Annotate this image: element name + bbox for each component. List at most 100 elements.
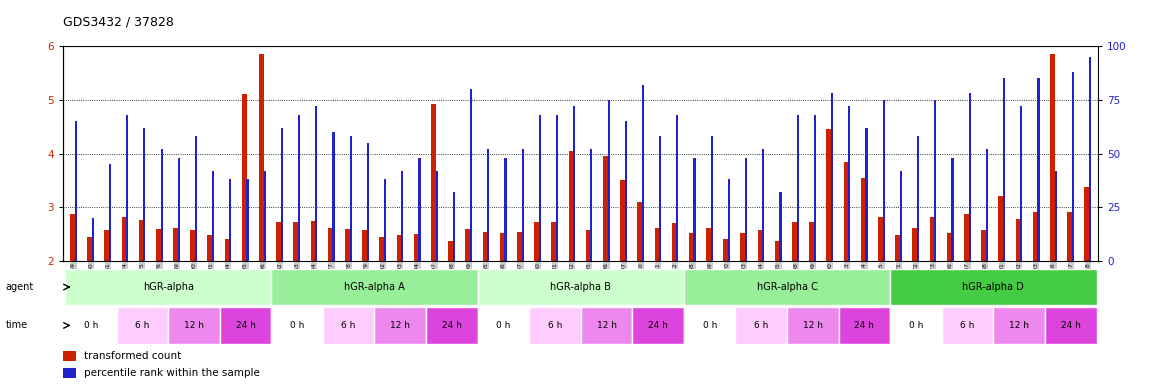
Bar [1015,219,1020,261]
Text: 0 h: 0 h [703,321,716,330]
Bar [332,132,335,261]
Bar [849,106,850,261]
Bar [144,128,146,261]
Bar [64,269,271,305]
Bar [529,307,581,344]
Bar [271,307,323,344]
Bar [1089,57,1091,261]
Bar [518,232,522,261]
Bar [998,195,1003,261]
Bar [229,179,231,261]
Bar [362,230,367,261]
Bar [534,222,539,261]
Text: hGR-alpha C: hGR-alpha C [757,282,818,292]
Bar [116,307,168,344]
Bar [328,228,332,261]
Bar [723,238,728,261]
Bar [63,368,76,379]
Bar [448,241,453,261]
Bar [810,222,814,261]
Bar [745,158,748,261]
Bar [263,171,266,261]
Bar [877,217,883,261]
Text: agent: agent [6,282,34,292]
Text: percentile rank within the sample: percentile rank within the sample [84,368,260,378]
Bar [453,192,455,261]
Text: time: time [6,320,28,331]
Bar [775,241,780,261]
Text: 0 h: 0 h [84,321,98,330]
Bar [63,351,76,361]
Bar [693,158,696,261]
Bar [607,100,610,261]
Bar [276,222,281,261]
Bar [890,269,1097,305]
Bar [212,171,214,261]
Bar [994,307,1045,344]
Bar [642,85,644,261]
Bar [375,307,426,344]
Bar [466,229,470,261]
Text: 12 h: 12 h [390,321,411,330]
Bar [736,307,787,344]
Bar [431,104,436,261]
Bar [581,307,632,344]
Bar [380,237,384,261]
Text: 6 h: 6 h [960,321,975,330]
Bar [161,149,162,261]
Bar [401,171,404,261]
Bar [1045,307,1097,344]
Bar [620,180,624,261]
Bar [814,115,816,261]
Bar [315,106,317,261]
Bar [350,136,352,261]
Bar [470,89,473,261]
Bar [323,307,375,344]
Bar [105,230,109,261]
Text: 24 h: 24 h [236,321,255,330]
Bar [895,235,900,261]
Bar [929,217,935,261]
Bar [271,269,477,305]
Bar [281,128,283,261]
Bar [758,230,762,261]
Bar [207,235,213,261]
Bar [986,149,988,261]
Bar [676,115,678,261]
Text: 24 h: 24 h [854,321,874,330]
Text: 6 h: 6 h [342,321,355,330]
Bar [946,233,951,261]
Bar [178,158,179,261]
Text: 6 h: 6 h [754,321,768,330]
Bar [603,156,607,261]
Bar [483,232,488,261]
Bar [797,115,799,261]
Bar [426,307,477,344]
Bar [827,129,831,261]
Bar [951,158,953,261]
Text: 24 h: 24 h [649,321,668,330]
Bar [659,136,661,261]
Bar [968,93,971,261]
Bar [861,178,866,261]
Bar [126,115,129,261]
Bar [293,222,298,261]
Bar [555,115,558,261]
Bar [964,214,968,261]
Bar [711,136,713,261]
Bar [477,307,529,344]
Bar [1072,72,1074,261]
Bar [538,115,540,261]
Bar [899,171,902,261]
Text: 12 h: 12 h [184,321,204,330]
Bar [792,222,797,261]
Bar [573,106,575,261]
Bar [87,237,92,261]
Bar [488,149,490,261]
Bar [397,235,401,261]
Bar [220,307,271,344]
Bar [624,121,627,261]
Bar [1020,106,1022,261]
Text: 24 h: 24 h [1060,321,1081,330]
Text: 12 h: 12 h [803,321,823,330]
